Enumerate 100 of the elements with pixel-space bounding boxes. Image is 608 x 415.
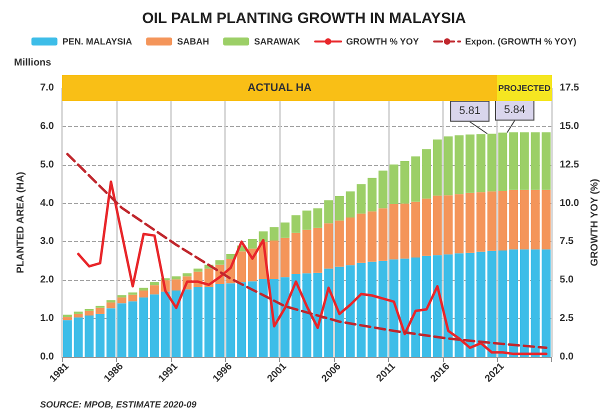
bar [411,257,420,357]
bar [389,164,398,204]
bar [248,281,257,357]
bar [444,136,453,196]
legend-label: Expon. (GROWTH % YOY) [465,36,576,46]
y2-tick-label: 2.5 [560,313,574,324]
y-tick-label: 1.0 [40,313,54,324]
bar [160,292,170,357]
y-tick-label: 6.0 [40,120,54,132]
bar [346,218,355,266]
banner: PROJECTED [497,75,552,101]
bar [237,282,246,357]
bar [520,190,529,250]
y-tick-label: 3.0 [40,236,54,248]
y2-tick-label: 17.5 [560,82,580,94]
y2-tick-label: 7.5 [560,236,574,248]
bar [128,301,138,357]
total-label: 5.81 [459,105,481,118]
bar [466,252,474,357]
total-label: 5.84 [504,104,526,116]
source-note: SOURCE: MPOB, ESTIMATE 2020-09 [40,400,196,410]
bar [139,297,148,357]
banner: ACTUAL HA [62,75,498,101]
y2-axis-title: GROWTH YOY (%) [590,178,600,266]
bar [346,191,355,218]
bar [182,273,192,276]
y-tick-label: 5.0 [40,159,54,170]
bar [368,211,377,262]
bar [422,256,431,357]
annotation: ACTUAL HA [248,82,312,94]
bar [454,194,464,254]
bar [368,262,377,357]
text: Millions [14,58,52,68]
y2-tick-label: 5.0 [560,274,574,286]
bar [476,192,486,252]
bar [182,289,192,357]
bar [454,135,464,194]
bar [476,252,486,357]
bar [356,214,366,263]
bar [150,285,159,294]
bar [150,294,159,357]
line-series [77,180,548,356]
bar [226,283,236,357]
bar [117,297,126,304]
bar [444,195,453,254]
bar [194,287,202,357]
bar [280,277,290,357]
bar [62,314,72,318]
bar [454,253,464,357]
y-tick-label: 0.0 [40,352,54,362]
bar [291,215,300,233]
bar [432,139,442,196]
bar [62,317,72,320]
bar [509,190,518,250]
bar [422,149,431,199]
y-tick-label: 4.0 [40,198,54,209]
legend-label: SABAH [177,36,210,46]
bar [520,132,529,190]
bar [476,134,486,192]
bar [356,184,366,214]
bar [62,320,72,357]
legend-label: PEN. MALAYSIA [62,36,133,46]
bar [150,282,159,286]
bar [280,238,290,278]
bar [335,196,344,221]
bar [106,308,116,357]
y-tick-label: 7.0 [40,82,54,94]
bar [378,170,388,208]
bar [509,132,518,190]
bar [204,287,214,357]
annotation: PROJECTED [498,83,551,93]
bar [248,239,257,249]
bar [215,284,224,357]
bar [172,276,181,280]
legend-label: GROWTH % YOY [346,36,419,46]
bar [509,249,518,357]
bar [378,208,388,261]
chart-title: OIL PALM PLANTING GROWTH IN MALAYSIA [142,10,466,27]
bar [432,196,442,256]
y2-tick-label: 0.0 [560,352,574,362]
bar [368,178,377,212]
bar [411,202,420,258]
bar [139,290,148,298]
bar [215,260,224,265]
bar [378,260,388,357]
bar [389,259,398,357]
bar [194,268,202,272]
bar [335,220,344,267]
bar [389,204,398,260]
bar [422,198,431,256]
y-tick-label: 2.0 [40,274,54,286]
bar [346,265,355,357]
y-axis-title: PLANTED AREA (HA) [16,172,26,274]
bar [400,161,410,204]
bar [466,134,474,193]
bar [172,279,181,291]
bar [96,308,105,314]
bar [400,204,410,259]
bar [466,192,474,253]
bar [291,232,300,274]
